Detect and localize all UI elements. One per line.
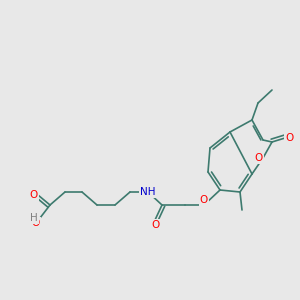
Text: O: O [30, 190, 38, 200]
Text: O: O [32, 218, 40, 228]
Text: O: O [200, 195, 208, 205]
Text: H: H [30, 213, 38, 223]
Text: O: O [151, 220, 159, 230]
Text: NH: NH [140, 187, 156, 197]
Text: O: O [255, 153, 263, 163]
Text: O: O [285, 133, 293, 143]
